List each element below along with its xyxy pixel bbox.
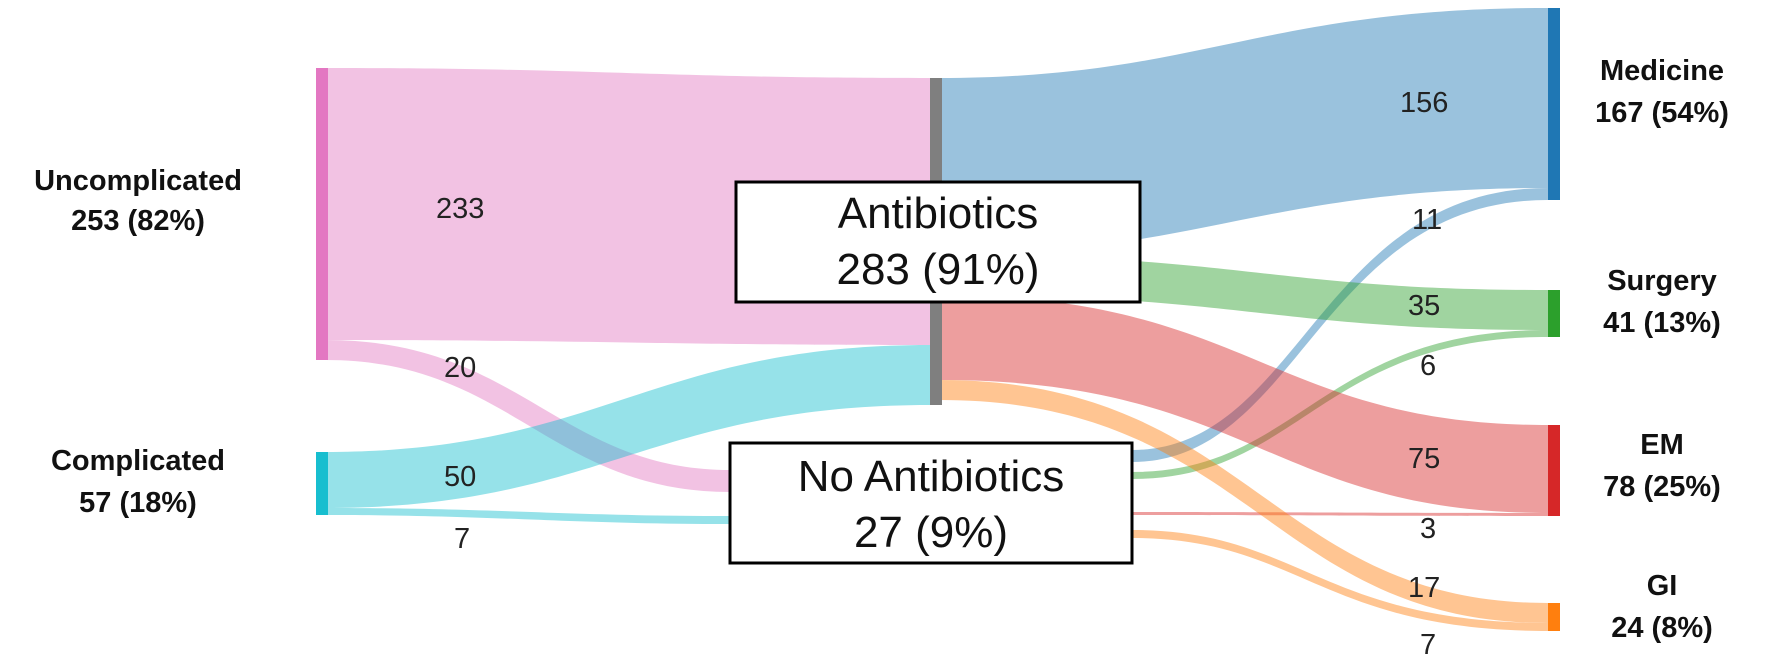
flow-label-uncomplicated-no-antibiotics: 20 [444,352,476,384]
node-value-surgery: 41 (13%) [1603,307,1721,339]
flow-label-complicated-no-antibiotics: 7 [454,523,470,555]
node-bar-medicine [1548,8,1560,200]
node-name-uncomplicated: Uncomplicated [34,165,242,197]
no-antibiotics-box-frame [728,441,1134,565]
flow-label-uncomplicated-antibiotics: 233 [436,193,484,225]
flow-label-no-antibiotics-medicine: 11 [1412,204,1442,236]
node-name-medicine: Medicine [1600,55,1724,87]
no-antibiotics-box: No Antibiotics 27 (9%) [728,441,1134,565]
node-value-complicated: 57 (18%) [79,487,197,519]
node-bar-gi [1548,603,1560,631]
flow-uncomplicated-no-antibiotics [326,340,730,492]
node-value-antibiotics: 283 (91%) [836,245,1039,294]
node-name-complicated: Complicated [51,445,225,477]
node-value-gi: 24 (8%) [1611,612,1713,644]
flow-label-antibiotics-gi: 17 [1408,572,1440,604]
node-value-medicine: 167 (54%) [1595,97,1729,129]
node-bar-surgery [1548,290,1560,337]
flow-label-no-antibiotics-surgery: 6 [1420,350,1436,382]
target-labels: Medicine 167 (54%) Surgery 41 (13%) EM 7… [1595,55,1729,644]
flow-label-antibiotics-surgery: 35 [1408,290,1440,322]
node-name-antibiotics: Antibiotics [838,189,1039,238]
flow-complicated-no-antibiotics [326,508,730,524]
node-bar-em [1548,425,1560,516]
node-name-no-antibiotics: No Antibiotics [798,452,1065,501]
node-value-no-antibiotics: 27 (9%) [854,508,1008,557]
antibiotics-box: Antibiotics 283 (91%) [734,180,1142,304]
flow-label-no-antibiotics-em: 3 [1420,513,1436,545]
flow-label-complicated-antibiotics: 50 [444,461,476,493]
node-bar-uncomplicated [316,68,328,360]
flow-label-antibiotics-medicine: 156 [1400,87,1448,119]
node-value-em: 78 (25%) [1603,471,1721,503]
node-name-surgery: Surgery [1607,265,1717,297]
flow-antibiotics-gi [940,380,1548,623]
flow-complicated-antibiotics [326,345,930,508]
node-name-em: EM [1640,429,1684,461]
flow-label-no-antibiotics-gi: 7 [1420,629,1436,661]
antibiotics-box-frame [734,180,1142,304]
flow-antibiotics-em [940,295,1548,513]
flow-label-antibiotics-em: 75 [1408,443,1440,475]
node-bar-complicated [316,452,328,515]
node-value-uncomplicated: 253 (82%) [71,205,205,237]
flow-value-labels: 233 20 50 7 156 11 35 6 75 3 17 7 [436,87,1448,661]
flow-no-antibiotics-em [1132,512,1548,516]
node-name-gi: GI [1647,570,1678,602]
source-labels: Uncomplicated 253 (82%) Complicated 57 (… [34,165,242,519]
